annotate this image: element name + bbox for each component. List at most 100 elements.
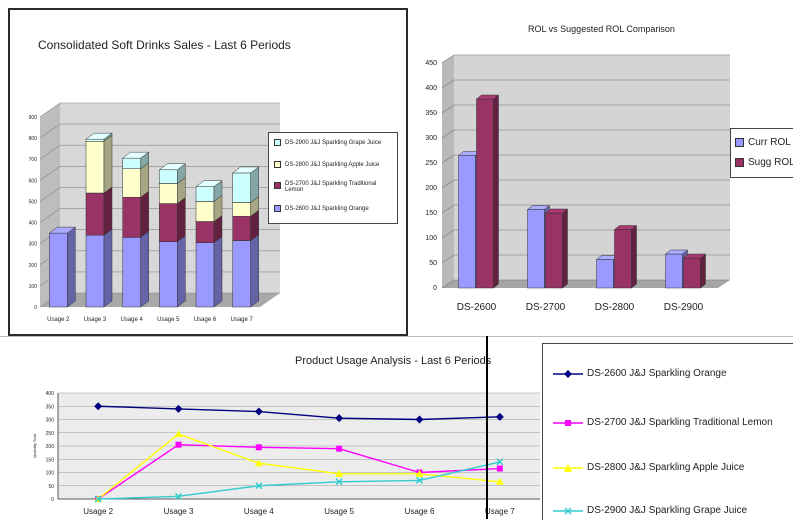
chart2-x-tick-label: DS-2600 [457, 302, 497, 313]
chart3-point [415, 469, 424, 477]
chart1-y-tick-label: 200 [29, 263, 38, 269]
chart1-legend-swatch [274, 161, 281, 168]
square-marker-icon [553, 419, 583, 426]
chart2-y-tick-label: 250 [425, 160, 437, 167]
chart3-title: Product Usage Analysis - Last 6 Periods [295, 355, 492, 367]
chart2-x-tick-label: DS-2700 [526, 302, 566, 313]
chart1-bar-front [122, 157, 141, 169]
chart2-svg: 0 50 100 150 200 250 300 350 400 450 DS-2600 DS-270… [425, 54, 730, 313]
chart1-gridline [39, 166, 280, 181]
chart2-gridline [441, 254, 730, 264]
chart1-bar-front [195, 221, 215, 243]
chart3-legend-label: DS-2800 J&J Sparkling Apple Juice [587, 462, 745, 473]
chart1-bar-top [85, 132, 113, 140]
chart1-gridline [39, 102, 280, 118]
chart1-bar-front [232, 202, 251, 217]
chart2-bar-front [665, 253, 683, 289]
chart1-x-tick-label: Usage 7 [230, 317, 253, 323]
chart3-legend-item: DS-2700 J&J Sparkling Traditional Lemon [553, 417, 773, 428]
chart3-x-tick-label: Usage 4 [244, 507, 274, 516]
rol-comparison-chart-panel: ROL vs Suggested ROL Comparison 0 50 100 15… [410, 8, 793, 336]
chart1-bar-front [195, 186, 215, 202]
chart1-bar-front [195, 201, 215, 222]
chart2-bar-front [614, 229, 632, 289]
chart1-legend-swatch [274, 205, 281, 212]
chart3-point [174, 430, 183, 438]
chart2-bar-top [526, 205, 551, 210]
chart2-legend-swatch [735, 158, 744, 167]
chart1-y-tick-label: 700 [29, 157, 38, 163]
chart3-legend-label: DS-2900 J&J Sparkling Grape Juice [587, 505, 748, 516]
chart2-y-tick-label: 200 [425, 185, 437, 192]
chart2-bar-side [700, 253, 706, 289]
chart3-x-tick-label: Usage 2 [83, 507, 113, 516]
chart1-bar-front [159, 169, 178, 184]
chart2-y-tick-label: 450 [425, 60, 437, 67]
chart3-x-tick-label: Usage 5 [324, 507, 354, 516]
chart3-point [94, 402, 103, 411]
chart1-bar-front [122, 168, 141, 198]
chart3-point [254, 459, 263, 467]
chart1-legend-item: DS-2700 J&J Sparkling Traditional Lemon [274, 181, 394, 193]
chart2-y-tick-label: 50 [429, 260, 437, 267]
chart3-y-tick-label: 0 [51, 497, 54, 503]
chart3-series-line [97, 443, 500, 500]
chart1-legend-item: DS-2600 J&J Sparkling Orange [274, 205, 369, 212]
chart1-bar-top [121, 151, 150, 159]
chart3-point [255, 444, 262, 451]
chart3-point [495, 477, 504, 485]
chart1-bar-front [85, 234, 105, 308]
chart2-gridline [441, 129, 730, 139]
chart2-x-tick-label: DS-2900 [664, 302, 704, 313]
chart3-point [415, 476, 424, 484]
chart2-x-tick-label: DS-2800 [595, 302, 635, 313]
chart1-bar-top [48, 226, 77, 234]
chart1-legend-item: DS-2800 J&J Sparkling Apple Juice [274, 161, 379, 168]
x-marker-icon [553, 506, 583, 515]
chart2-y-tick-label: 400 [425, 85, 437, 92]
chart1-bar-front [122, 196, 141, 238]
chart1-bar-front [232, 215, 251, 241]
chart1-legend-swatch [274, 182, 281, 189]
chart3-point [255, 482, 263, 490]
chart1-x-tick-label: Usage 5 [157, 317, 180, 323]
chart1-bar-side [140, 230, 149, 308]
chart2-legend-item: Curr ROL [735, 137, 791, 148]
chart1-bar-top [158, 163, 187, 171]
chart1-bar-front [159, 203, 178, 242]
chart1-bar-top [195, 180, 223, 187]
chart2-legend-label: Curr ROL [748, 137, 791, 148]
chart3-legend-item: DS-2800 J&J Sparkling Apple Juice [553, 462, 744, 473]
chart2-legend-label: Sugg ROL [748, 157, 793, 168]
chart3-y-tick-label: 50 [48, 484, 54, 490]
chart1-y-tick-label: 100 [29, 284, 38, 290]
chart1-y-tick-label: 800 [29, 136, 38, 142]
chart2-side-wall [442, 55, 454, 288]
chart2-gridline [441, 179, 730, 189]
chart2-bar-front [527, 209, 545, 289]
chart1-legend-swatch [274, 139, 281, 146]
chart3-x-tick-label: Usage 7 [485, 507, 515, 516]
chart1-svg: 0 100 200 300 400 500 600 700 800 900 Usage 2 Usage… [29, 102, 280, 323]
chart2-gridline [441, 279, 730, 289]
chart1-x-tick-label: Usage 3 [84, 317, 107, 323]
chart1-y-tick-label: 300 [29, 242, 38, 248]
chart3-point [336, 445, 343, 452]
chart2-bar-top [682, 253, 707, 259]
chart1-bar-side [177, 197, 186, 243]
chart1-legend-label: DS-2700 J&J Sparkling Traditional Lemon [285, 181, 377, 193]
chart3-y-axis-label: Quantity Sold [32, 434, 37, 458]
chart1-legend-label: DS-2600 J&J Sparkling Orange [285, 205, 369, 212]
chart1-gridline [39, 144, 280, 160]
chart1-bar-side [177, 235, 186, 308]
chart2-gridline [441, 204, 730, 214]
chart3-y-tick-label: 150 [46, 457, 55, 463]
chart2-title: ROL vs Suggested ROL Comparison [528, 24, 675, 34]
chart3-x-tick-label: Usage 3 [164, 507, 194, 516]
chart2-bar-front [596, 259, 614, 289]
chart3-series-line [98, 461, 500, 500]
chart1-bar-front [195, 242, 215, 308]
chart3-y-tick-label: 400 [46, 391, 55, 397]
chart1-bar-front [85, 192, 105, 236]
chart1-legend-item: DS-2900 J&J Sparkling Grape Juice [274, 139, 381, 146]
